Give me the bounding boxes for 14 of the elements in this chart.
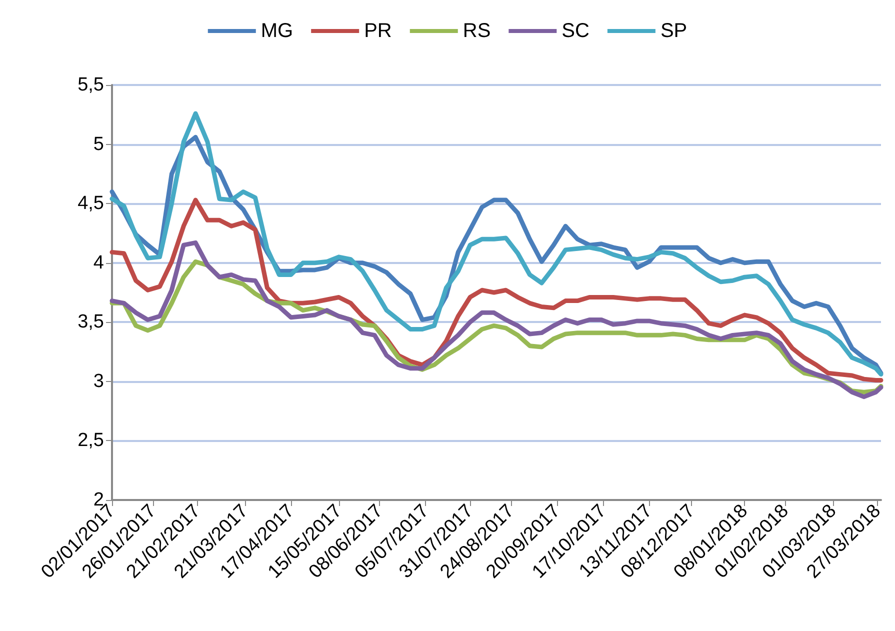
line-series <box>110 198 884 382</box>
y-tick-label: 3 <box>93 370 104 392</box>
legend-label: PR <box>364 20 392 42</box>
legend-label: SP <box>660 20 688 42</box>
y-tick-label: 4 <box>93 252 104 274</box>
y-tick-label: 4,5 <box>78 193 104 214</box>
y-tick-label: 3,5 <box>78 312 104 333</box>
y-tick-label: 5 <box>93 134 104 155</box>
y-tick-label: 2,5 <box>78 430 104 452</box>
legend-label: SC <box>562 20 590 42</box>
legend-label: RS <box>462 20 491 42</box>
line-series <box>110 240 884 400</box>
legend-label: MG <box>260 20 294 42</box>
y-tick-label: 5,5 <box>78 74 104 96</box>
